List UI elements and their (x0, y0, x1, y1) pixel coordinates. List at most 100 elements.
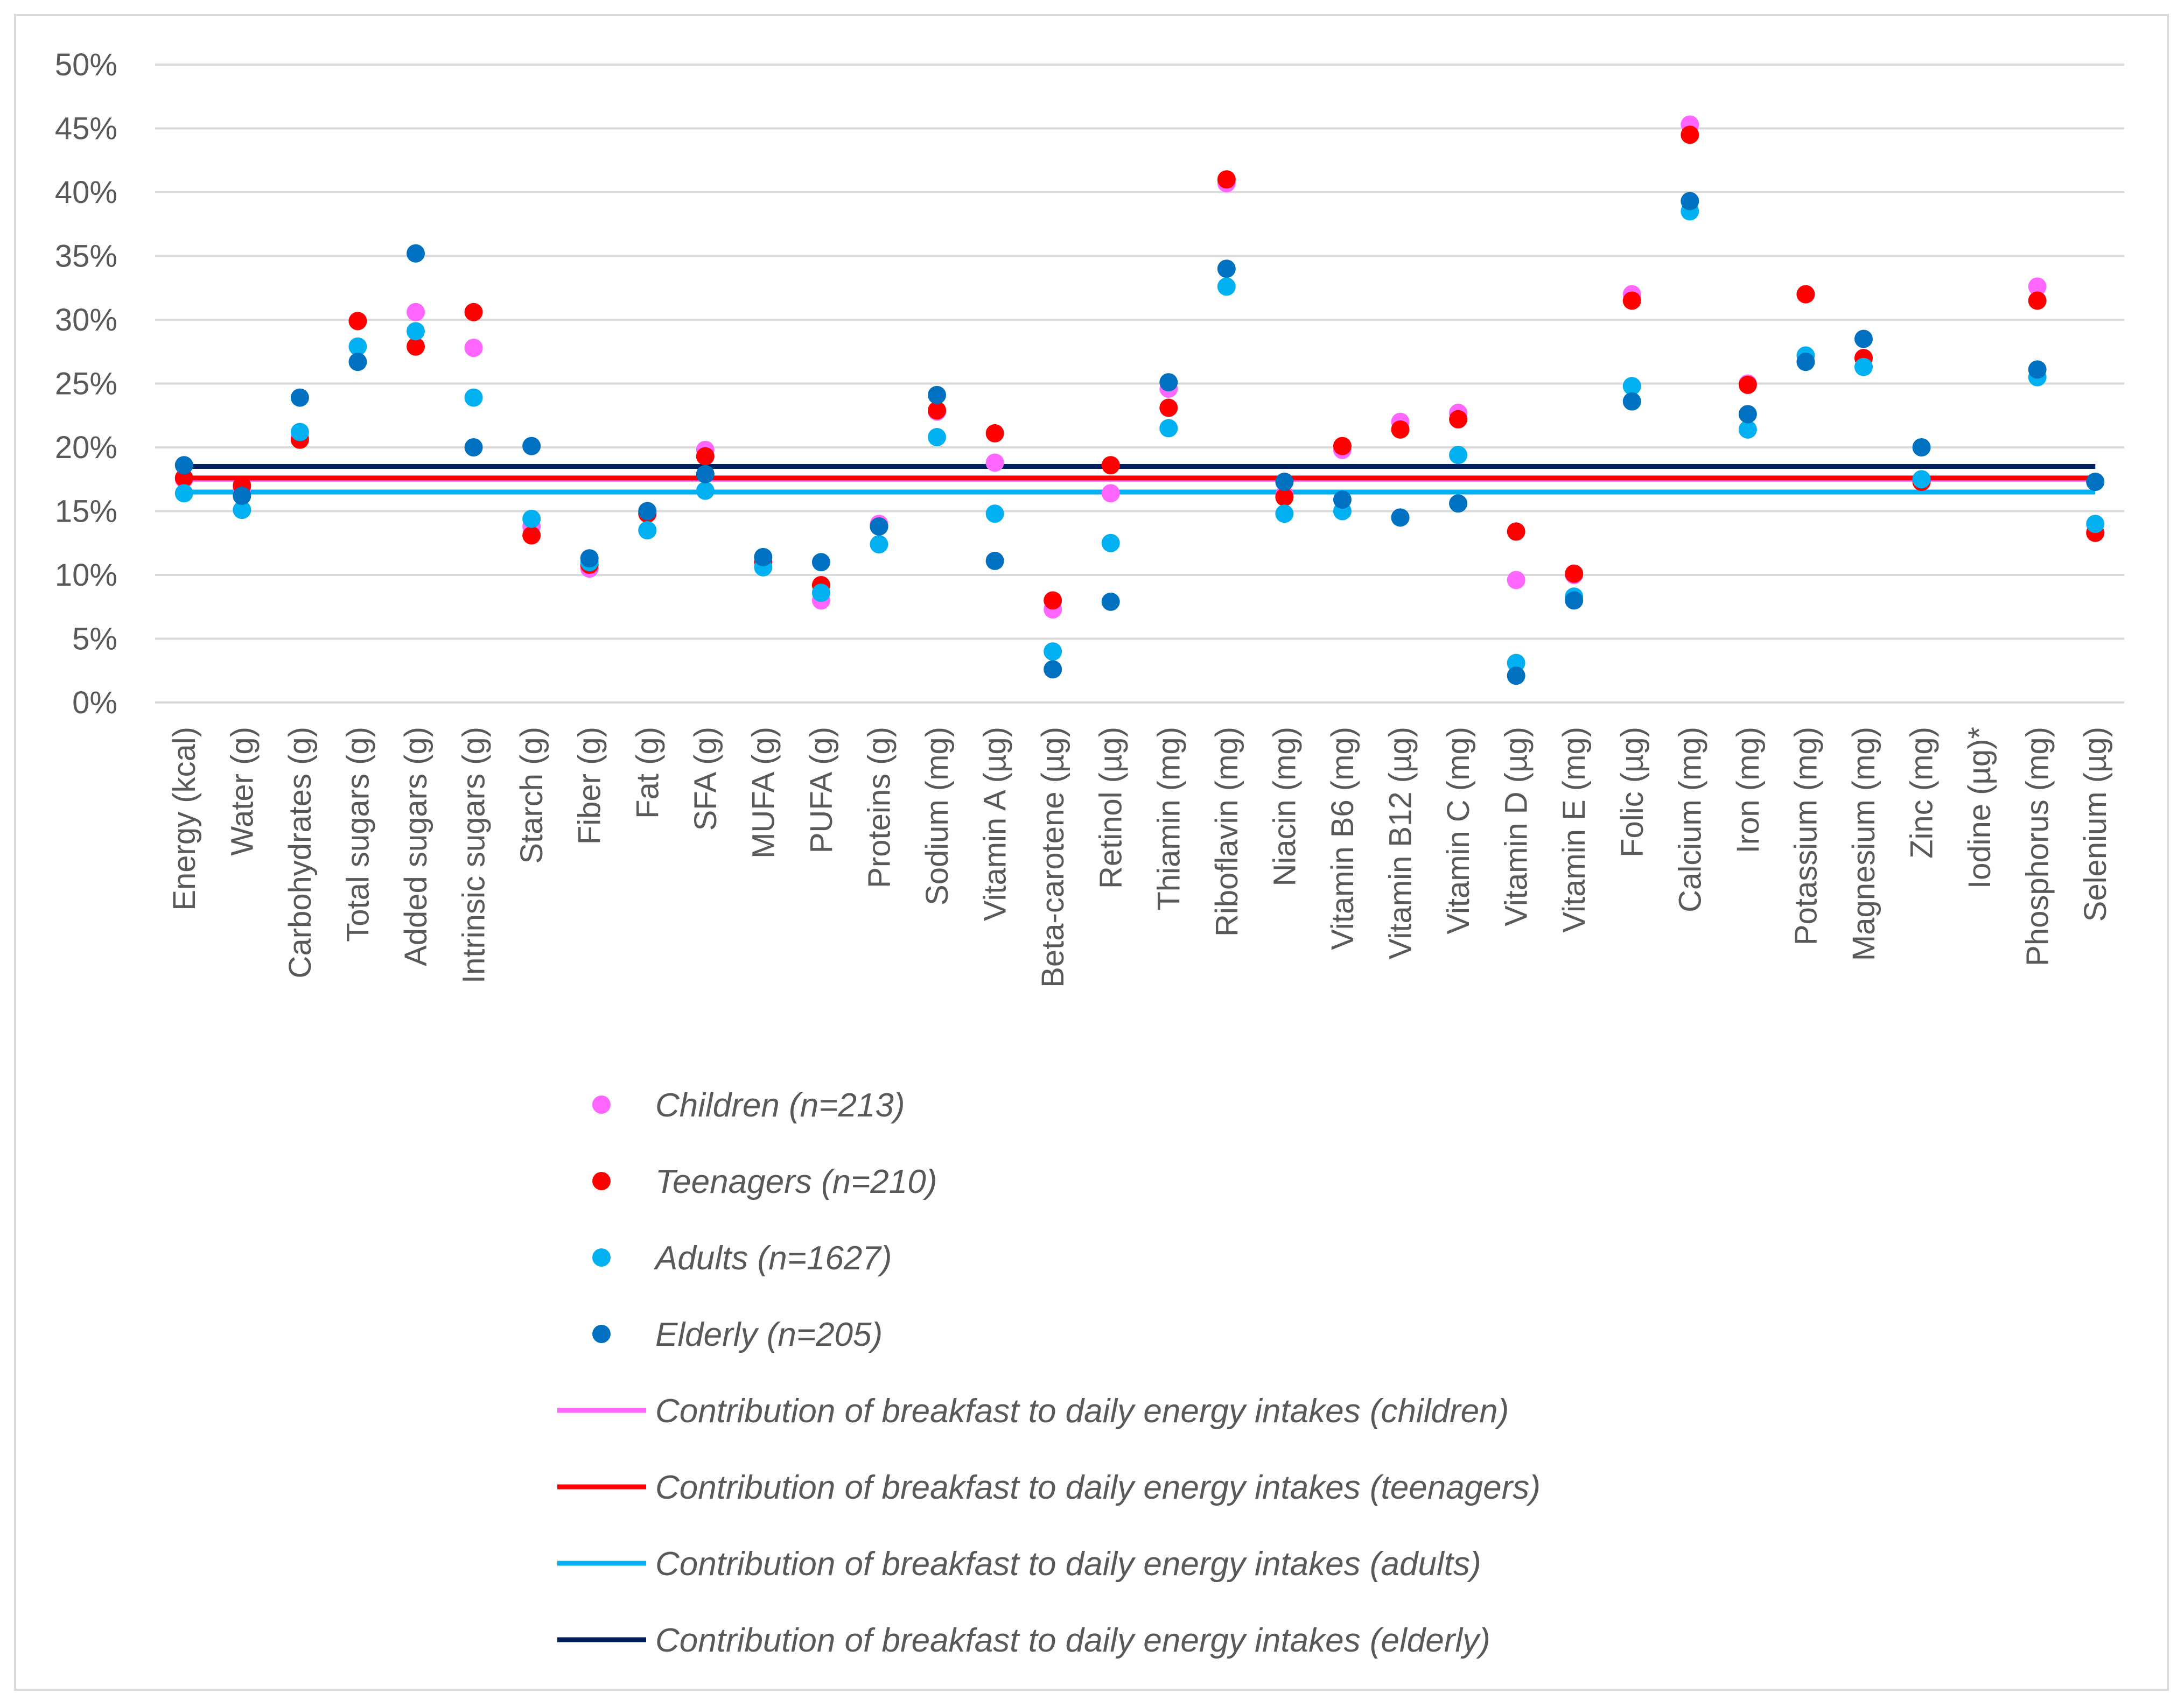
x-category-label: Intrinsic sugars (g) (457, 727, 492, 984)
data-point (1044, 660, 1062, 679)
legend-label: Elderly (n=205) (655, 1316, 883, 1353)
reference-lines (184, 464, 2096, 495)
x-category-label: Zinc (mg) (1905, 727, 1940, 859)
data-point (348, 353, 367, 371)
data-point (1044, 642, 1062, 661)
x-category-label: Fat (g) (630, 727, 665, 819)
legend-marker (592, 1248, 611, 1267)
data-point (1507, 522, 1525, 541)
y-tick-label: 20% (55, 430, 117, 465)
data-point (1565, 591, 1584, 610)
data-point (464, 388, 483, 407)
data-point (1159, 419, 1178, 438)
data-point (1796, 285, 1815, 304)
y-tick-label: 35% (55, 239, 117, 274)
data-point (407, 322, 425, 341)
data-point (1101, 456, 1120, 475)
data-point (2028, 291, 2047, 310)
x-category-label: Thiamin (mg) (1151, 727, 1186, 911)
data-point (464, 438, 483, 456)
x-category-label: Magnesium (mg) (1846, 727, 1881, 961)
data-point (1275, 504, 1294, 523)
data-point (1507, 571, 1525, 589)
x-category-label: Total sugars (g) (340, 727, 375, 942)
data-point (522, 526, 541, 545)
x-category-label: Folic (µg) (1615, 727, 1650, 858)
data-point (1275, 472, 1294, 491)
data-point (1622, 291, 1641, 310)
data-point (1391, 420, 1410, 439)
x-category-label: Vitamin E (mg) (1557, 727, 1592, 932)
y-tick-label: 40% (55, 175, 117, 210)
data-point (1333, 490, 1352, 509)
legend-label: Contribution of breakfast to daily energ… (655, 1546, 1481, 1583)
x-category-label: Niacin (mg) (1267, 727, 1302, 887)
data-point (348, 312, 367, 331)
x-category-label: Vitamin A (µg) (978, 727, 1013, 921)
data-point (985, 504, 1004, 523)
data-point (985, 551, 1004, 570)
data-point (2086, 515, 2105, 533)
y-tick-label: 5% (72, 622, 117, 657)
y-tick-label: 50% (55, 47, 117, 82)
data-points (174, 115, 2105, 685)
x-category-label: Carbohydrates (g) (283, 727, 318, 978)
x-category-label: Calcium (mg) (1672, 727, 1707, 912)
x-category-label: Beta-carotene (µg) (1035, 727, 1070, 988)
data-point (2086, 472, 2105, 491)
data-point (754, 547, 773, 566)
data-point (985, 453, 1004, 472)
data-point (1449, 410, 1468, 428)
y-tick-label: 25% (55, 367, 117, 402)
x-category-label: Water (g) (225, 727, 260, 856)
data-point (1044, 591, 1062, 610)
data-point (1159, 398, 1178, 417)
data-point (464, 303, 483, 321)
data-point (2028, 360, 2047, 379)
data-point (464, 339, 483, 357)
x-category-label: Retinol (µg) (1094, 727, 1129, 889)
x-category-label: Fiber (g) (572, 727, 607, 845)
y-tick-label: 30% (55, 303, 117, 338)
data-point (696, 481, 715, 500)
data-point (1681, 192, 1699, 210)
data-point (1738, 375, 1757, 394)
data-point (1507, 654, 1525, 672)
data-point (870, 517, 888, 536)
data-point (290, 388, 309, 407)
data-point (1622, 392, 1641, 411)
data-point (1565, 564, 1584, 583)
data-point (580, 549, 599, 568)
x-category-label: Potassium (mg) (1788, 727, 1823, 945)
data-point (1101, 484, 1120, 503)
y-tick-label: 15% (55, 494, 117, 529)
data-point (1217, 259, 1236, 278)
data-point (1217, 170, 1236, 189)
data-point (1738, 405, 1757, 424)
x-category-label: Starch (g) (514, 727, 549, 864)
x-category-label: Proteins (g) (862, 727, 897, 888)
data-point (811, 584, 830, 602)
data-point (928, 385, 947, 404)
data-point (1796, 353, 1815, 371)
data-point (348, 337, 367, 356)
data-point (1101, 592, 1120, 611)
data-point (696, 465, 715, 483)
x-category-label: Sodium (mg) (920, 727, 955, 905)
data-point (174, 484, 193, 503)
gridlines (155, 64, 2124, 704)
data-point (174, 468, 193, 487)
data-point (928, 428, 947, 447)
data-point (233, 501, 251, 519)
x-category-label: Vitamin B6 (mg) (1325, 727, 1360, 950)
x-category-label: Vitamin C (mg) (1441, 727, 1476, 935)
data-point (1622, 377, 1641, 396)
data-point (811, 553, 830, 572)
y-axis-ticks: 0% 5% 10% 15% 20% 25% 30% 35% 40% 45% 50% (55, 47, 117, 720)
data-point (638, 521, 657, 540)
x-category-label: Vitamin B12 (µg) (1383, 727, 1418, 959)
legend-marker (592, 1095, 611, 1114)
x-category-label: PUFA (g) (804, 727, 839, 853)
data-point (1217, 277, 1236, 296)
